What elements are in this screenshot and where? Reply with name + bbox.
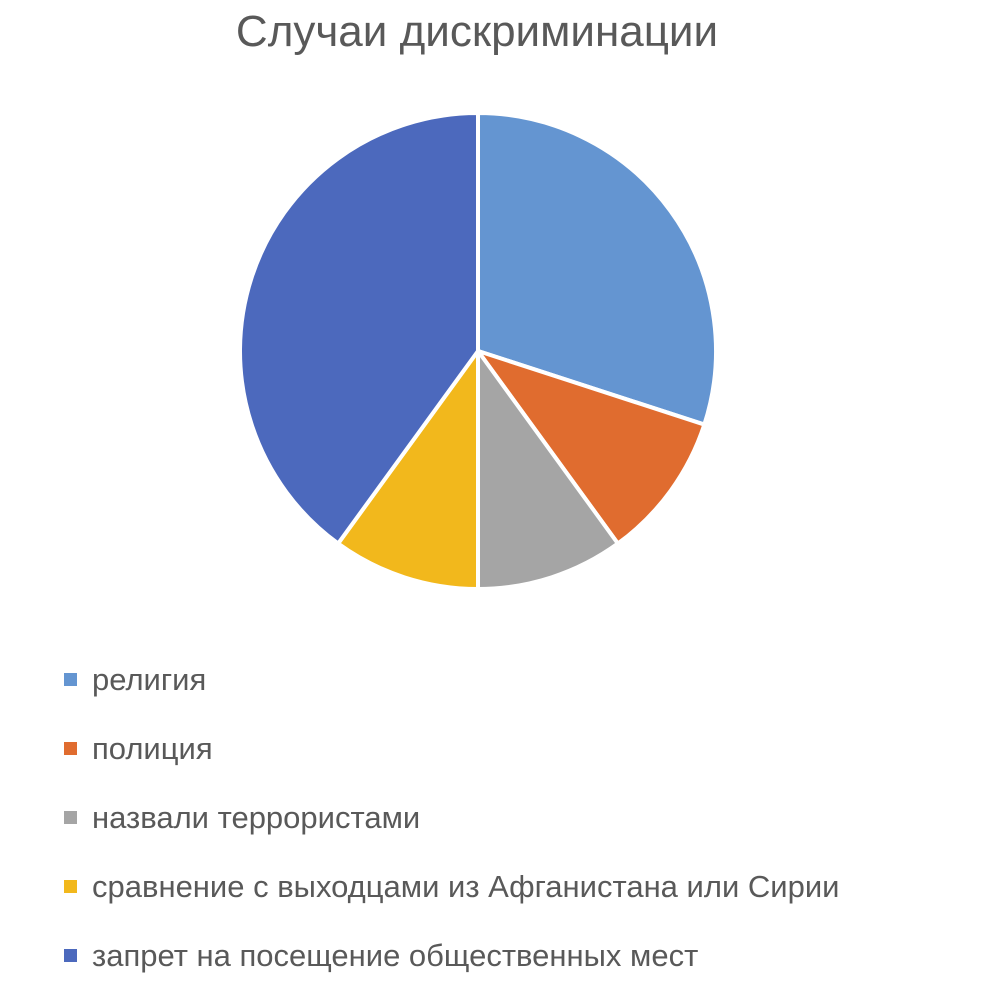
legend-item: религия [64,645,839,714]
pie-slice-3 [476,349,620,591]
legend-swatch [64,949,77,962]
legend-label: полиция [92,730,213,766]
legend-label: назвали террористами [92,799,421,835]
legend-swatch [64,673,77,686]
pie-slice-1 [476,111,718,427]
legend-label: сравнение с выходцами из Афганистана или… [92,868,840,904]
pie-chart [238,111,718,591]
legend-item: сравнение с выходцами из Афганистана или… [64,852,839,921]
legend-swatch [64,742,77,755]
legend-label: запрет на посещение общественных мест [92,937,699,973]
pie-slice-5 [238,111,480,546]
legend-item: назвали террористами [64,783,839,852]
legend-label: религия [92,661,207,697]
pie-slice-2 [476,349,707,546]
chart-title: Случаи дискриминации [235,7,719,56]
chart-legend: религия полиция назвали террористами сравне… [64,645,839,990]
pie-slice-4 [336,349,480,591]
legend-swatch [64,811,77,824]
legend-item: полиция [64,714,839,783]
legend-item: запрет на посещение общественных мест [64,921,839,990]
legend-swatch [64,880,77,893]
